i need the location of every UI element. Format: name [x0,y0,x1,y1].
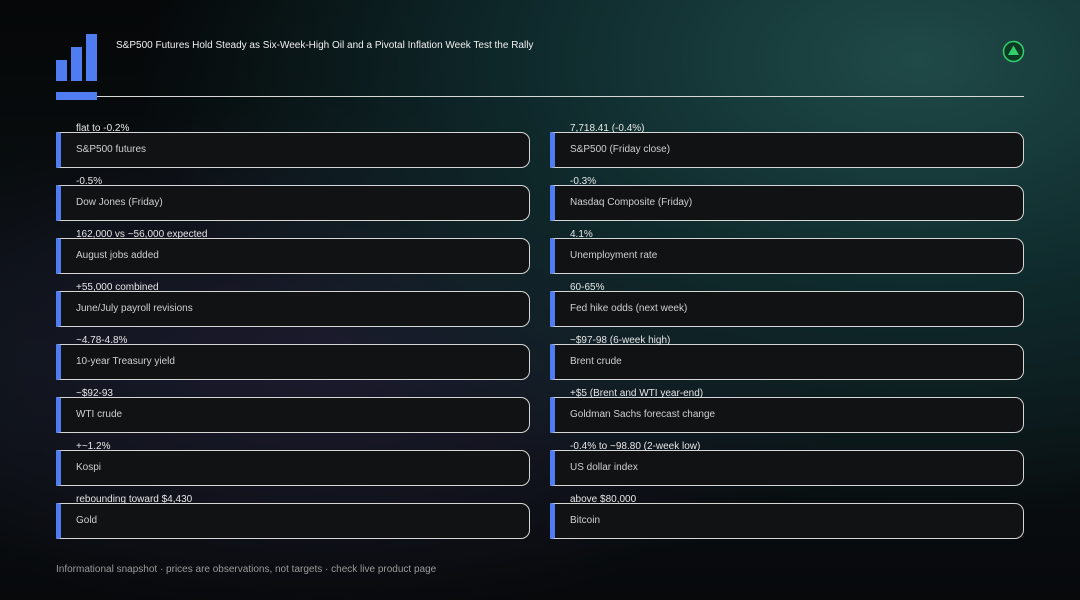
metric-label: S&P500 futures [76,144,147,155]
metric-card: Brent crude [550,344,1024,380]
metric-label: Kospi [76,462,102,473]
metric-value: above $80,000 [570,494,637,505]
footer-note: Informational snapshot · prices are obse… [56,564,437,575]
metric-label: US dollar index [570,462,638,473]
logo-bar [71,47,82,81]
metric-label: Bitcoin [570,515,601,526]
metric-value: ~$97-98 (6-week high) [570,335,671,346]
metric-label: S&P500 (Friday close) [570,144,671,155]
metric-value: 7,718.41 (-0.4%) [570,123,645,134]
metric-card: August jobs added [56,238,530,274]
metric-card: Goldman Sachs forecast change [550,397,1024,433]
divider [97,96,1024,97]
metric-label: Brent crude [570,356,622,367]
metric-label: Goldman Sachs forecast change [570,409,716,420]
metric-value: -0.5% [76,176,103,187]
metric-card: Unemployment rate [550,238,1024,274]
metric-value: 4.1% [570,229,593,240]
metric-card: US dollar index [550,450,1024,486]
metric-label: Unemployment rate [570,250,658,261]
metric-card: Fed hike odds (next week) [550,291,1024,327]
metric-card: June/July payroll revisions [56,291,530,327]
metric-value: -0.4% to ~98.80 (2-week low) [570,441,701,452]
metric-card: Kospi [56,450,530,486]
metric-value: -0.3% [570,176,597,187]
metric-card: Gold [56,503,530,539]
metric-card: Bitcoin [550,503,1024,539]
metric-value: rebounding toward $4,430 [76,494,193,505]
metric-value: +$5 (Brent and WTI year-end) [570,388,704,399]
metric-card: 10-year Treasury yield [56,344,530,380]
metric-card: Dow Jones (Friday) [56,185,530,221]
metric-value: +55,000 combined [76,282,159,293]
metric-label: WTI crude [76,409,123,420]
metric-card: WTI crude [56,397,530,433]
logo-underline [56,92,97,100]
metric-value: 60-65% [570,282,605,293]
status-icon [1002,40,1025,63]
metric-label: Nasdaq Composite (Friday) [570,197,693,208]
headline: S&P500 Futures Hold Steady as Six-Week-H… [116,40,534,51]
metric-card: S&P500 (Friday close) [550,132,1024,168]
metric-value: ~4.78-4.8% [76,335,128,346]
metric-value: flat to -0.2% [76,123,130,134]
metric-label: June/July payroll revisions [76,303,193,314]
metric-card: Nasdaq Composite (Friday) [550,185,1024,221]
metric-label: Gold [76,515,98,526]
metric-label: Dow Jones (Friday) [76,197,163,208]
metric-value: ~$92-93 [76,388,113,399]
metric-label: August jobs added [76,250,159,261]
logo-bar [56,60,67,81]
metric-label: 10-year Treasury yield [76,356,175,367]
metric-value: +~1.2% [76,441,111,452]
metric-label: Fed hike odds (next week) [570,303,688,314]
metric-card: S&P500 futures [56,132,530,168]
metric-value: 162,000 vs ~56,000 expected [76,229,208,240]
logo-bar [86,34,97,81]
